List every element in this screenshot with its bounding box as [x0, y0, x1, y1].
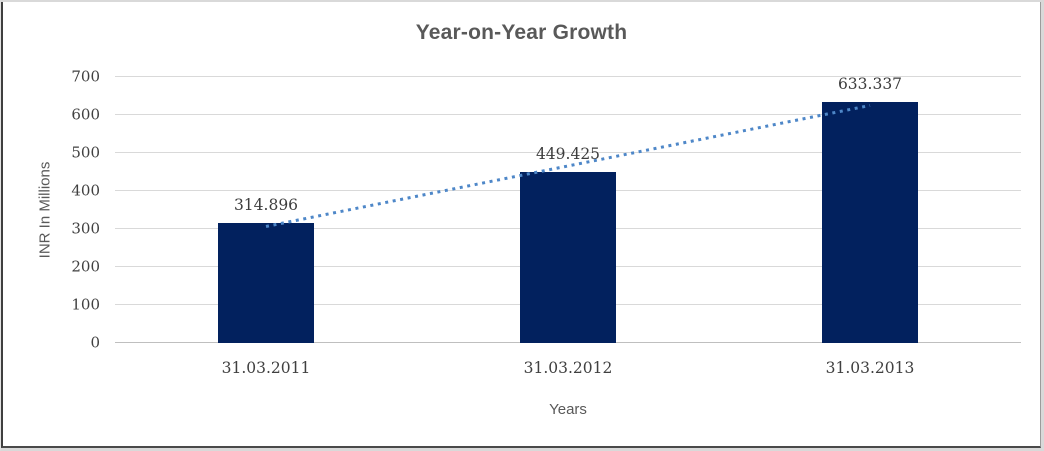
- trendline: [265, 103, 871, 228]
- y-tick-label: 100: [71, 295, 100, 314]
- y-tick-label: 500: [71, 143, 100, 162]
- bar: [218, 223, 314, 343]
- gridline: [115, 114, 1021, 115]
- gridline: [115, 76, 1021, 77]
- bar-value-label: 314.896: [233, 196, 299, 215]
- x-tick-label: 31.03.2012: [523, 359, 613, 377]
- y-tick-label: 0: [90, 333, 100, 352]
- chart-title: Year-on-Year Growth: [415, 21, 628, 44]
- y-tick-label: 300: [71, 219, 100, 238]
- x-axis-title: Years: [549, 401, 587, 418]
- y-axis-title: INR In Millions: [36, 161, 54, 259]
- y-tick-label: 700: [71, 67, 100, 86]
- y-tick-label: 200: [71, 257, 100, 276]
- y-tick-label: 600: [71, 105, 100, 124]
- bar-value-label: 633.337: [837, 75, 903, 94]
- bar-value-label: 449.425: [535, 145, 601, 164]
- bar: [520, 172, 616, 343]
- gridline: [115, 152, 1021, 153]
- x-tick-label: 31.03.2013: [825, 359, 915, 377]
- plot-area: INR In Millions Years 0 100 200 300 400 500 60…: [37, 69, 1021, 418]
- x-tick-label: 31.03.2011: [221, 359, 311, 377]
- y-tick-label: 400: [71, 181, 100, 200]
- bar: [822, 102, 918, 343]
